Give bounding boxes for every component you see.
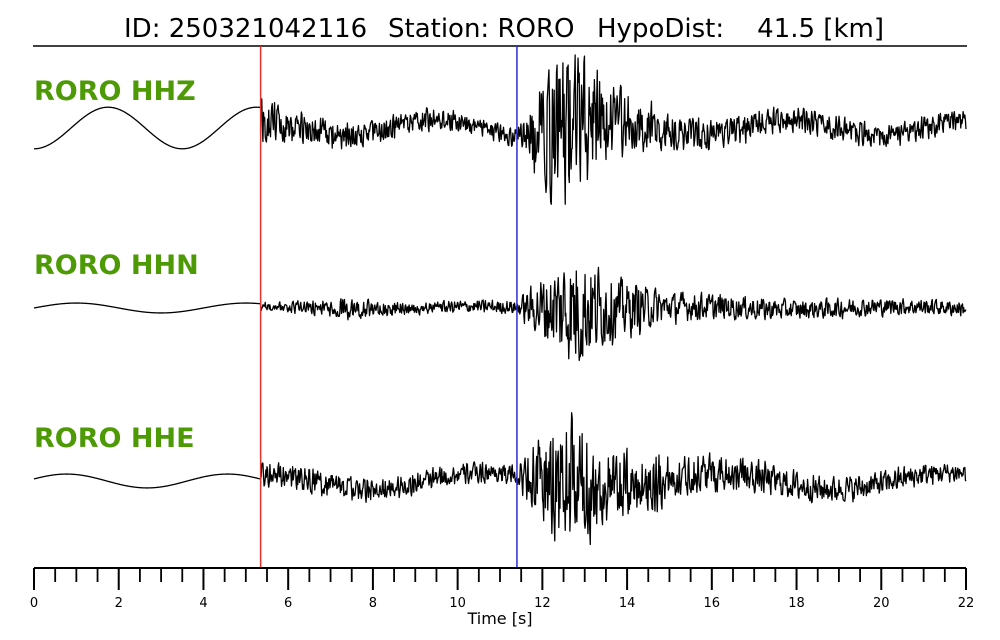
x-tick-label: 8 [369,596,377,611]
x-tick-label: 10 [449,596,466,611]
trace-label-roro-hhn: RORO HHN [34,250,199,281]
x-tick-label: 12 [534,596,551,611]
picks-group [259,46,518,568]
trace-roro-hhe [33,412,967,546]
x-tick-label: 18 [788,596,805,611]
trace-roro-hhz [33,54,967,205]
x-tick-label: 22 [958,596,975,611]
x-tick-label: 6 [284,596,292,611]
x-tick-label: 14 [619,596,636,611]
title-station: Station: RORO [388,14,575,44]
x-axis-label: Time [s] [466,609,532,628]
x-tick-label: 2 [115,596,123,611]
title-event-id: ID: 250321042116 [124,14,367,44]
x-tick-label: 0 [30,596,38,611]
x-tick-label: 20 [873,596,890,611]
trace-label-roro-hhe: RORO HHE [34,423,195,454]
x-tick-label: 16 [704,596,721,611]
title-hypodist: HypoDist: 41.5 [km] [597,14,884,44]
trace-labels-group: RORO HHZ RORO HHN RORO HHE [34,76,199,454]
x-tick-label: 4 [199,596,207,611]
x-axis: 0 2 4 6 8 10 12 14 16 18 20 22 [30,567,975,611]
trace-roro-hhn [33,266,967,362]
trace-label-roro-hhz: RORO HHZ [34,76,196,107]
traces-group [33,54,967,546]
